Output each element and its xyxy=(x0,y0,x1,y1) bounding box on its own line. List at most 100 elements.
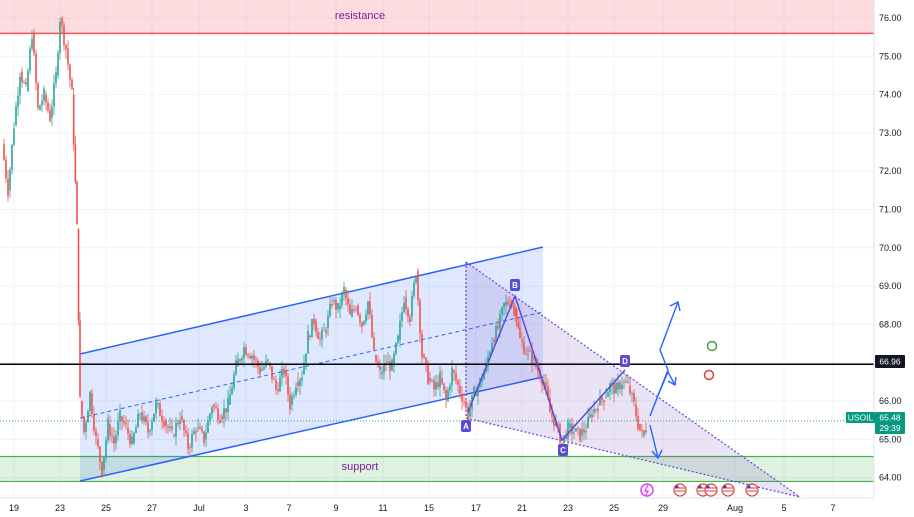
y-tick-label: 76.00 xyxy=(879,13,902,23)
x-tick-label: 19 xyxy=(9,503,19,513)
candle-body xyxy=(341,292,343,306)
candle-body xyxy=(567,421,569,439)
candle-body xyxy=(353,309,355,310)
candle-body xyxy=(393,353,395,367)
candle-body xyxy=(277,389,279,392)
candle-body xyxy=(215,406,217,409)
candle-body xyxy=(51,106,53,118)
candle-body xyxy=(237,359,239,367)
candle-body xyxy=(57,53,59,76)
candle-body xyxy=(235,360,237,375)
candle-body xyxy=(541,379,543,385)
candle-body xyxy=(333,299,335,302)
candle-body xyxy=(307,330,309,354)
candle-body xyxy=(449,385,451,390)
candle-body xyxy=(441,378,443,384)
us-flag-icon[interactable] xyxy=(721,483,735,497)
candle-body xyxy=(65,45,67,50)
candle-body xyxy=(309,335,311,338)
falling-wedge[interactable] xyxy=(465,261,801,498)
countdown-text: 29:39 xyxy=(879,423,901,433)
candle-body xyxy=(99,446,101,462)
symbol-text: USOIL xyxy=(848,413,874,423)
arrow-up-long-head xyxy=(669,300,681,312)
abcd-pattern[interactable]: A B C D xyxy=(461,279,630,456)
candle-body xyxy=(599,396,601,405)
candle-body xyxy=(263,366,265,369)
candle-body xyxy=(283,368,285,374)
candle-body xyxy=(209,413,211,421)
abcd-path xyxy=(467,293,626,442)
candle-body xyxy=(5,159,7,179)
candle-body xyxy=(581,429,583,436)
candle-body xyxy=(551,412,553,417)
candle-body xyxy=(459,385,461,394)
candle-body xyxy=(315,320,317,333)
time-axis[interactable]: 19 23 25 27 Jul 3 7 9 11 15 17 21 23 25 29 Aug 5 7 xyxy=(9,503,836,513)
candle-body xyxy=(387,361,389,363)
candle-body xyxy=(175,422,177,437)
candle-body xyxy=(395,343,397,354)
candle-body xyxy=(473,386,475,396)
y-tick-label: 70.00 xyxy=(879,243,902,253)
candle-body xyxy=(205,432,207,440)
x-tick-label: 25 xyxy=(609,503,619,513)
support-zone[interactable] xyxy=(0,456,874,482)
candle-body xyxy=(349,304,351,315)
candle-body xyxy=(245,347,247,355)
candle-body xyxy=(239,359,241,361)
candle-body xyxy=(591,414,593,418)
candle-body xyxy=(519,327,521,338)
candle-body xyxy=(409,317,411,322)
candle-body xyxy=(421,333,423,357)
candle-body xyxy=(107,418,109,441)
candle-body xyxy=(533,358,535,360)
candle-body xyxy=(135,427,137,434)
point-c-marker[interactable] xyxy=(558,444,568,456)
candle-body xyxy=(243,346,245,359)
point-a-marker[interactable] xyxy=(461,420,471,432)
point-d-marker[interactable] xyxy=(620,355,630,367)
candle-body xyxy=(33,33,35,54)
candle-body xyxy=(225,408,227,413)
resistance-zone[interactable] xyxy=(0,0,874,34)
candle-body xyxy=(311,318,313,338)
candle-body xyxy=(105,440,107,458)
candle-body xyxy=(25,82,27,85)
horizontal-level[interactable] xyxy=(0,363,874,422)
candle-body xyxy=(397,335,399,344)
arrow-up-short-head xyxy=(667,376,677,387)
candle-body xyxy=(123,420,125,424)
point-d-label: D xyxy=(622,357,628,366)
lightning-icon[interactable] xyxy=(640,483,654,497)
point-b-label: B xyxy=(512,281,518,290)
candle-body xyxy=(72,94,75,144)
candle-body xyxy=(23,82,25,83)
candle-body xyxy=(615,383,617,394)
candle-body xyxy=(221,416,223,419)
candle-body xyxy=(145,416,147,423)
candle-body xyxy=(595,409,597,411)
candle-body xyxy=(413,282,415,297)
candle-body xyxy=(207,420,209,433)
candle-body xyxy=(527,350,529,352)
projection-arrows[interactable] xyxy=(649,300,718,460)
candle-body xyxy=(603,400,605,403)
us-flag-icon[interactable] xyxy=(745,483,759,497)
target-green-dot[interactable] xyxy=(706,340,718,352)
stop-red-dot[interactable] xyxy=(703,369,715,381)
us-flag-icon[interactable] xyxy=(673,483,687,497)
candle-body xyxy=(427,364,429,384)
candle-body xyxy=(61,18,63,26)
candle-body xyxy=(11,144,13,170)
point-b-marker[interactable] xyxy=(510,279,520,291)
candle-body xyxy=(525,353,527,355)
us-flag-icon[interactable] xyxy=(704,483,718,497)
candle-body xyxy=(357,305,359,316)
event-icons[interactable] xyxy=(640,483,759,497)
point-c-label: C xyxy=(560,446,566,455)
candle-body xyxy=(463,401,465,403)
candle-body xyxy=(101,461,103,476)
candle-body xyxy=(417,270,419,301)
